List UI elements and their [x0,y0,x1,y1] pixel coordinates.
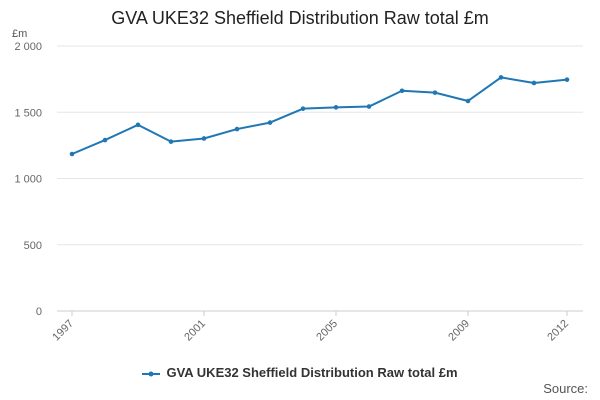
y-tick-label: 0 [36,306,42,318]
x-tick-label: 2005 [314,318,340,344]
y-tick-label: 1 000 [14,174,42,186]
data-point[interactable] [168,139,174,144]
data-point[interactable] [432,90,438,95]
data-point[interactable] [498,75,504,80]
data-point[interactable] [135,122,141,128]
series-line [71,76,568,155]
data-point[interactable] [300,106,306,111]
data-point[interactable] [399,88,405,94]
y-axis-unit-label: £m [12,28,27,40]
y-tick-label: 2 000 [14,41,42,53]
legend-label: GVA UKE32 Sheffield Distribution Raw tot… [166,365,458,380]
source-label: Source: [543,381,588,396]
x-tick-label: 1997 [50,318,76,344]
x-tick-label: 2009 [446,318,472,344]
legend[interactable]: GVA UKE32 Sheffield Distribution Raw tot… [0,365,600,380]
data-point[interactable] [465,98,471,104]
data-point[interactable] [564,77,570,82]
data-point[interactable] [333,105,339,110]
series-group [69,75,570,157]
y-tick-labels: 0 500 1 000 1 500 2 000 [14,41,42,318]
y-tick-label: 1 500 [14,107,42,119]
gridlines [57,45,583,312]
data-point[interactable] [102,137,108,143]
y-tick-label: 500 [24,240,42,252]
data-point[interactable] [531,80,537,86]
x-tick-label: 2001 [182,318,208,344]
data-point[interactable] [69,151,75,157]
chart-title: GVA UKE32 Sheffield Distribution Raw tot… [111,8,489,28]
data-point[interactable] [234,126,240,132]
data-point[interactable] [201,136,207,141]
legend-line-icon [142,371,161,377]
data-point[interactable] [267,120,273,125]
x-tick-labels: 1997 2001 2005 2009 2012 [50,311,571,343]
x-tick-label: 2012 [545,318,571,344]
data-point[interactable] [366,104,372,109]
